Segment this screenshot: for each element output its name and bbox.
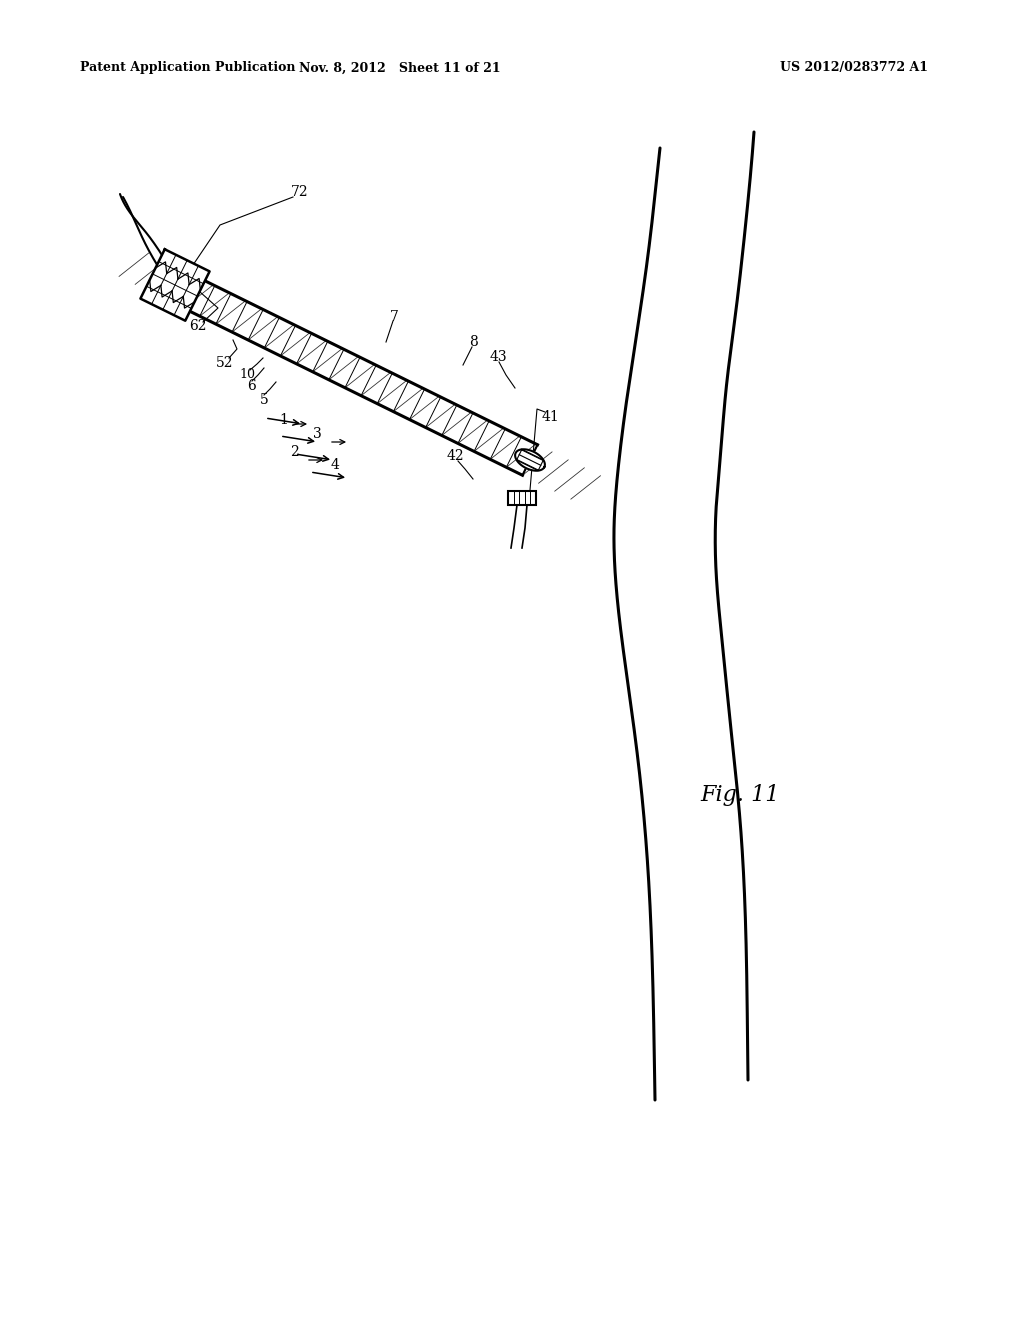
Text: 3: 3 xyxy=(312,426,322,441)
Text: 10: 10 xyxy=(239,368,255,381)
Text: 6: 6 xyxy=(248,379,256,393)
Text: 5: 5 xyxy=(260,393,268,407)
Polygon shape xyxy=(515,449,545,471)
Text: Patent Application Publication: Patent Application Publication xyxy=(80,62,296,74)
Text: 7: 7 xyxy=(389,310,398,323)
Bar xyxy=(508,491,536,506)
Text: 1: 1 xyxy=(280,413,289,426)
Text: 42: 42 xyxy=(446,449,464,463)
Text: 52: 52 xyxy=(216,356,233,370)
Text: 8: 8 xyxy=(470,335,478,348)
Polygon shape xyxy=(140,249,210,321)
Text: 2: 2 xyxy=(290,445,298,459)
Text: 62: 62 xyxy=(189,319,207,333)
Text: 4: 4 xyxy=(331,458,339,473)
Text: 43: 43 xyxy=(489,350,507,364)
Text: 72: 72 xyxy=(291,185,309,199)
Text: US 2012/0283772 A1: US 2012/0283772 A1 xyxy=(780,62,928,74)
Text: Nov. 8, 2012   Sheet 11 of 21: Nov. 8, 2012 Sheet 11 of 21 xyxy=(299,62,501,74)
Text: Fig. 11: Fig. 11 xyxy=(700,784,779,807)
Text: 41: 41 xyxy=(541,411,559,424)
